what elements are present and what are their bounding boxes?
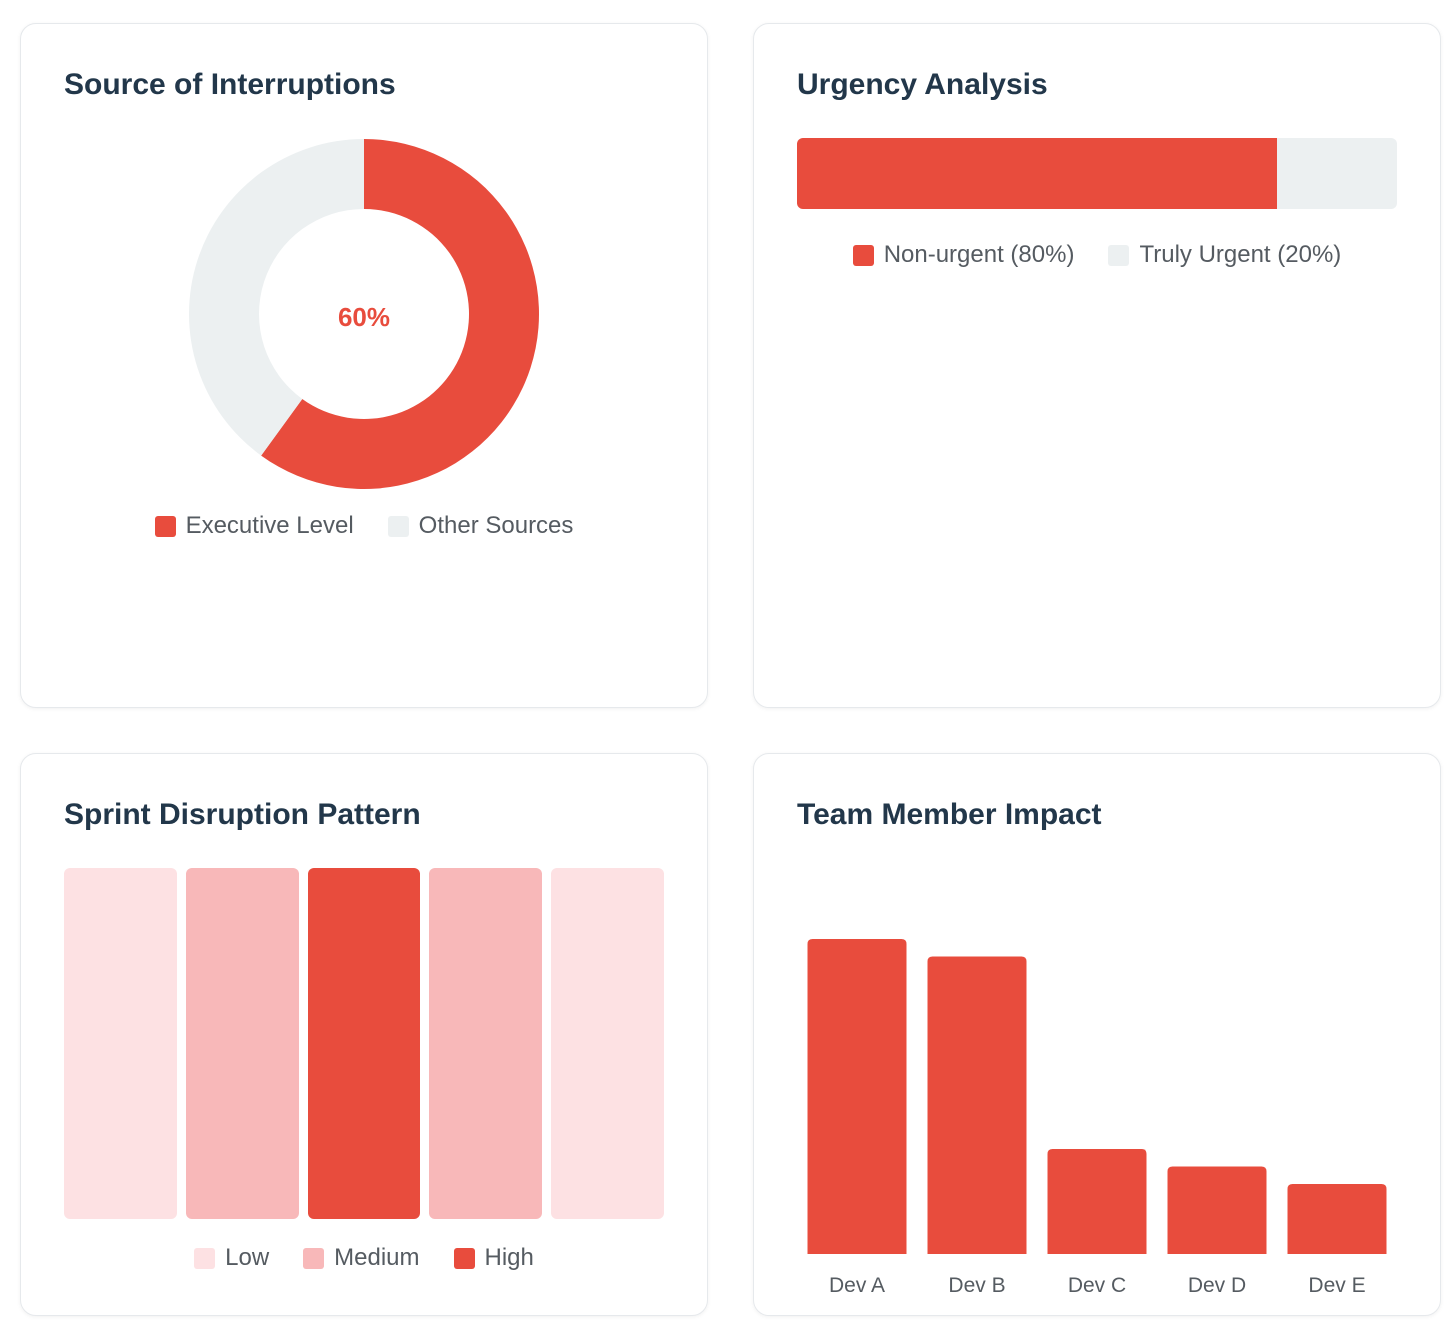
- card-title: Source of Interruptions: [64, 68, 396, 101]
- x-tick-label: Dev C: [1068, 1274, 1126, 1297]
- legend-item-truly-urgent: Truly Urgent (20%): [1108, 241, 1341, 269]
- x-tick-label: Dev A: [829, 1274, 885, 1297]
- team-member-impact-card: Dev A Dev B Dev C Dev D Dev E Team Member Im…: [753, 753, 1441, 1316]
- donut-slice-executive-level: [261, 139, 539, 489]
- bar-dev-a: [807, 939, 907, 1254]
- legend-swatch: [1108, 244, 1130, 266]
- legend-label: Non-urgent (80%): [883, 241, 1075, 268]
- x-tick-label: Dev D: [1188, 1274, 1246, 1297]
- donut-center-label: 60%: [338, 302, 390, 332]
- legend-swatch: [387, 515, 409, 537]
- x-tick-label: Dev B: [948, 1274, 1005, 1297]
- legend-label: Medium: [334, 1244, 420, 1271]
- sprint-block-1-low: [64, 868, 177, 1219]
- legend-item-executive-level: Executive Level: [154, 512, 354, 540]
- legend-label: Other Sources: [418, 512, 574, 539]
- bar-dev-c: [1047, 1149, 1147, 1254]
- legend-item-low: Low: [194, 1244, 269, 1272]
- urgency-stacked-bar: [797, 138, 1397, 209]
- sprint-block-2-medium: [185, 868, 299, 1219]
- legend-item-other-sources: Other Sources: [387, 512, 574, 540]
- bar-dev-b: [927, 956, 1027, 1254]
- legend-item-medium: Medium: [303, 1244, 420, 1272]
- urgency-legend: Non-urgent (80%) Truly Urgent (20%): [754, 241, 1440, 269]
- urgency-analysis-card: Urgency Analysis Non-urgent (80%) Truly …: [753, 23, 1441, 708]
- sprint-block-4-medium: [429, 868, 543, 1219]
- bar-dev-e: [1287, 1184, 1387, 1254]
- donut-legend: Executive Level Other Sources: [21, 512, 707, 540]
- sprint-legend: Low Medium High: [21, 1244, 707, 1272]
- card-title: Urgency Analysis: [797, 68, 1048, 101]
- donut-slice-other-sources: [189, 139, 364, 456]
- sprint-block-3-high: [307, 868, 421, 1219]
- legend-swatch: [852, 244, 874, 266]
- legend-swatch: [154, 515, 176, 537]
- legend-swatch: [194, 1247, 216, 1269]
- urgency-segment-non-urgent: [797, 138, 1277, 209]
- card-title: Sprint Disruption Pattern: [64, 798, 421, 831]
- legend-label: Truly Urgent (20%): [1139, 241, 1342, 268]
- legend-label: High: [484, 1244, 534, 1271]
- team-bar-chart: Dev A Dev B Dev C Dev D Dev E: [807, 939, 1387, 1297]
- urgency-segment-truly-urgent: [1277, 138, 1397, 209]
- legend-label: Executive Level: [185, 512, 354, 539]
- bar-dev-d: [1167, 1166, 1267, 1254]
- legend-label: Low: [225, 1244, 270, 1271]
- sprint-heatmap: [64, 868, 664, 1219]
- card-title: Team Member Impact: [797, 798, 1102, 831]
- legend-item-non-urgent: Non-urgent (80%): [852, 241, 1075, 269]
- sprint-block-5-low: [551, 868, 664, 1219]
- legend-swatch: [303, 1247, 325, 1269]
- legend-item-high: High: [453, 1244, 534, 1272]
- legend-swatch: [453, 1247, 475, 1269]
- source-of-interruptions-card: Source of Interruptions 60% Executive Le…: [20, 23, 708, 708]
- sprint-disruption-card: Sprint Disruption Pattern Low Medium Hig…: [20, 753, 708, 1316]
- donut-chart: 60%: [189, 139, 539, 489]
- x-tick-label: Dev E: [1308, 1274, 1365, 1297]
